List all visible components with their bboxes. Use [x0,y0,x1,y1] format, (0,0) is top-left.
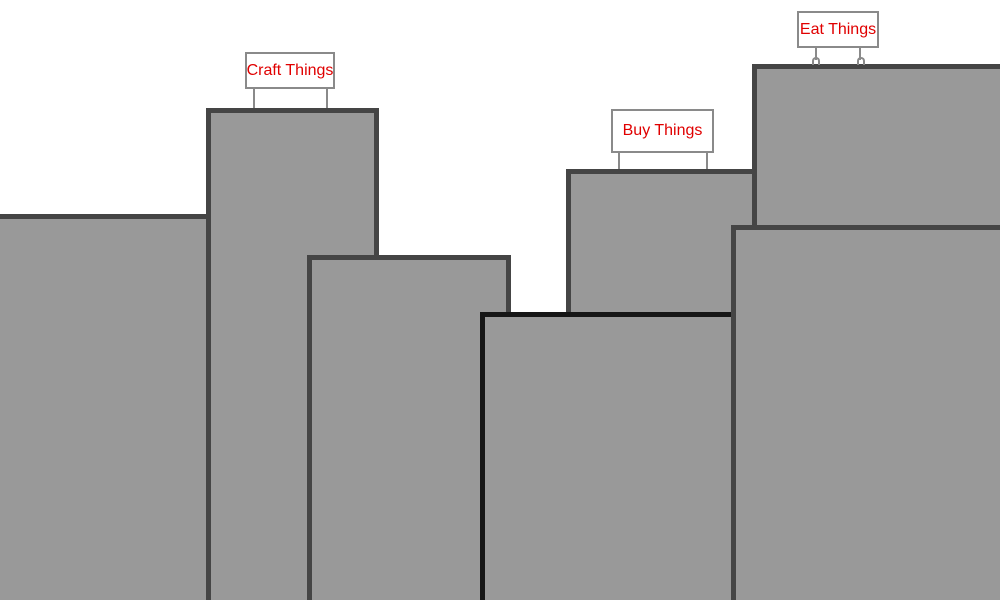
building-center [480,312,742,600]
buy-things-label: Buy Things [622,122,703,139]
sign-post-left [253,87,255,108]
building-left [0,214,211,600]
building-right [731,225,1000,600]
eat-things-sign[interactable]: Eat Things [797,11,879,48]
sign-post-left [815,46,817,60]
sign-hook-right-icon [857,57,865,65]
sign-post-left [618,151,620,169]
sign-hook-left-icon [812,57,820,65]
eat-things-label: Eat Things [799,20,877,38]
sign-post-right [859,46,861,60]
craft-things-label: Craft Things [246,61,334,79]
buy-things-sign[interactable]: Buy Things [611,109,714,153]
craft-things-sign[interactable]: Craft Things [245,52,335,89]
building-center-left [307,255,511,600]
sign-post-right [706,151,708,169]
sign-post-right [326,87,328,108]
